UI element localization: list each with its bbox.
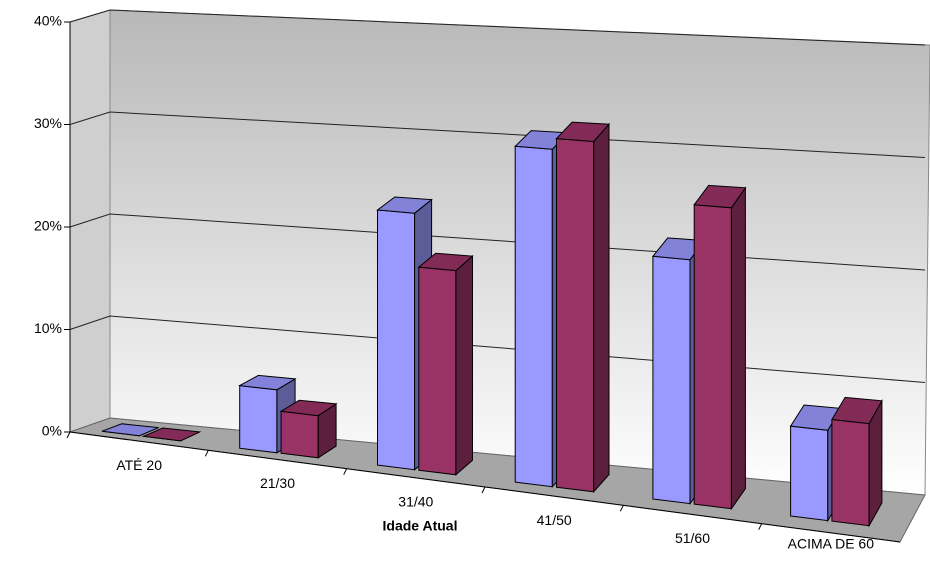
bar-front <box>831 418 870 527</box>
bar-top <box>693 184 747 209</box>
grid-line <box>69 9 926 46</box>
x-tick <box>758 523 763 530</box>
bar <box>279 399 338 459</box>
bar-side <box>593 122 610 494</box>
x-tick-label: 51/60 <box>675 530 710 546</box>
bar-front <box>790 425 829 522</box>
bar <box>555 121 611 494</box>
bar-top <box>376 196 433 214</box>
x-tick <box>619 505 624 512</box>
bar-front <box>239 385 278 454</box>
x-tick-label: 31/40 <box>398 494 433 510</box>
bar-side <box>730 186 746 511</box>
y-tick-label: 20% <box>34 218 62 234</box>
bar-front <box>377 209 416 471</box>
bar-front <box>693 204 732 510</box>
x-tick-label: 41/50 <box>537 512 572 528</box>
bar-top <box>831 396 883 425</box>
bar-top <box>238 374 297 391</box>
bar <box>141 427 202 442</box>
grid-line <box>69 111 926 158</box>
bar-side <box>455 254 473 476</box>
y-tick-label: 30% <box>34 115 62 131</box>
x-tick <box>66 431 71 439</box>
grid-line <box>69 213 926 271</box>
bar-front <box>556 138 595 493</box>
bar-front <box>418 266 457 476</box>
bar-top <box>141 427 202 442</box>
x-tick <box>343 468 348 475</box>
bar <box>693 184 747 511</box>
bar-top <box>279 399 338 417</box>
y-tick-label: 40% <box>34 13 62 29</box>
bar-top <box>555 121 611 143</box>
y-tick-label: 10% <box>34 320 62 336</box>
x-axis-title: Idade Atual <box>383 518 458 534</box>
bar <box>101 423 159 437</box>
bar-front <box>280 410 319 459</box>
x-tick-label: 21/30 <box>260 475 295 491</box>
x-tick <box>481 486 486 494</box>
bar-top <box>101 423 159 437</box>
x-tick <box>204 450 209 457</box>
bar <box>417 252 474 476</box>
y-tick-label: 0% <box>42 423 62 439</box>
bar <box>831 396 883 528</box>
bar-front <box>514 145 553 488</box>
x-tick-label: ATÉ 20 <box>116 457 162 473</box>
bar-top <box>417 252 474 272</box>
x-tick-label: ACIMA DE 60 <box>788 536 875 552</box>
bar-front <box>652 255 691 505</box>
